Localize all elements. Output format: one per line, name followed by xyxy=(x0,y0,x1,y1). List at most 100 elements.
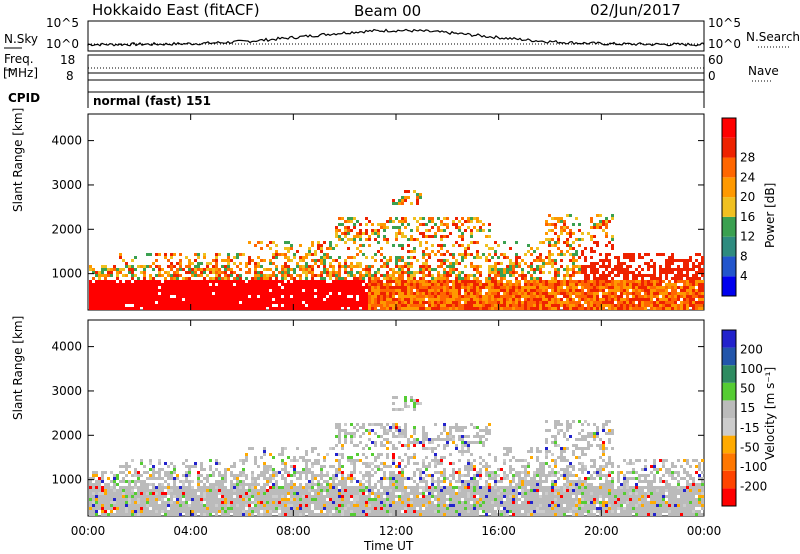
heatmap-cell xyxy=(341,238,344,241)
heatmap-cell xyxy=(338,432,341,435)
heatmap-cell xyxy=(254,289,257,292)
heatmap-cell xyxy=(275,265,278,268)
heatmap-cell xyxy=(275,495,278,498)
heatmap-cell xyxy=(368,432,371,435)
heatmap-cell xyxy=(296,507,299,510)
heatmap-cell xyxy=(578,271,581,274)
heatmap-cell xyxy=(458,229,461,232)
heatmap-cell xyxy=(380,495,383,498)
heatmap-cell xyxy=(491,283,494,286)
heatmap-cell xyxy=(269,468,272,471)
heatmap-cell xyxy=(236,253,239,256)
heatmap-cell xyxy=(593,250,596,253)
heatmap-cell xyxy=(635,280,638,283)
heatmap-cell xyxy=(491,268,494,271)
heatmap-cell xyxy=(425,247,428,250)
heatmap-cell xyxy=(89,483,92,486)
heatmap-cell xyxy=(383,462,386,465)
heatmap-cell xyxy=(173,471,176,474)
heatmap-cell xyxy=(392,435,395,438)
heatmap-cell xyxy=(182,280,185,283)
heatmap-cell xyxy=(200,480,203,483)
heatmap-cell xyxy=(524,253,527,256)
heatmap-cell xyxy=(362,301,365,304)
heatmap-cell xyxy=(425,259,428,262)
heatmap-cell xyxy=(344,259,347,262)
heatmap-cell xyxy=(578,283,581,286)
heatmap-cell xyxy=(689,256,692,259)
heatmap-cell xyxy=(701,292,704,295)
heatmap-cell xyxy=(569,268,572,271)
heatmap-cell xyxy=(164,492,167,495)
heatmap-cell xyxy=(299,244,302,247)
heatmap-cell xyxy=(395,235,398,238)
heatmap-cell xyxy=(437,226,440,229)
heatmap-cell xyxy=(212,265,215,268)
heatmap-cell xyxy=(194,495,197,498)
heatmap-cell xyxy=(107,507,110,510)
heatmap-cell xyxy=(224,504,227,507)
heatmap-cell xyxy=(248,507,251,510)
heatmap-cell xyxy=(356,265,359,268)
heatmap-cell xyxy=(230,480,233,483)
heatmap-cell xyxy=(206,292,209,295)
heatmap-cell xyxy=(239,495,242,498)
heatmap-cell xyxy=(533,292,536,295)
heatmap-cell xyxy=(281,280,284,283)
heatmap-cell xyxy=(209,501,212,504)
heatmap-cell xyxy=(662,295,665,298)
heatmap-cell xyxy=(239,283,242,286)
heatmap-cell xyxy=(233,474,236,477)
heatmap-cell xyxy=(629,304,632,307)
heatmap-cell xyxy=(107,274,110,277)
heatmap-cell xyxy=(659,277,662,280)
heatmap-cell xyxy=(599,274,602,277)
heatmap-cell xyxy=(203,486,206,489)
heatmap-cell xyxy=(152,301,155,304)
heatmap-cell xyxy=(287,510,290,513)
heatmap-cell xyxy=(302,507,305,510)
heatmap-cell xyxy=(629,280,632,283)
heatmap-cell xyxy=(482,295,485,298)
heatmap-cell xyxy=(671,304,674,307)
heatmap-cell xyxy=(221,307,224,310)
heatmap-cell xyxy=(419,289,422,292)
heatmap-cell xyxy=(542,241,545,244)
heatmap-cell xyxy=(542,307,545,310)
heatmap-cell xyxy=(161,492,164,495)
heatmap-cell xyxy=(353,510,356,513)
heatmap-cell xyxy=(359,480,362,483)
heatmap-cell xyxy=(380,295,383,298)
heatmap-cell xyxy=(95,492,98,495)
heatmap-cell xyxy=(500,274,503,277)
heatmap-cell xyxy=(443,223,446,226)
heatmap-cell xyxy=(614,283,617,286)
heatmap-cell xyxy=(569,289,572,292)
heatmap-cell xyxy=(206,477,209,480)
heatmap-cell xyxy=(215,259,218,262)
heatmap-cell xyxy=(530,253,533,256)
heatmap-cell xyxy=(464,220,467,223)
heatmap-cell xyxy=(590,226,593,229)
heatmap-cell xyxy=(539,253,542,256)
heatmap-cell xyxy=(209,513,212,516)
heatmap-cell xyxy=(215,265,218,268)
heatmap-cell xyxy=(188,265,191,268)
heatmap-cell xyxy=(290,247,293,250)
heatmap-cell xyxy=(611,286,614,289)
heatmap-cell xyxy=(437,244,440,247)
heatmap-cell xyxy=(389,471,392,474)
heatmap-cell xyxy=(515,292,518,295)
heatmap-cell xyxy=(101,301,104,304)
heatmap-cell xyxy=(359,504,362,507)
heatmap-cell xyxy=(185,286,188,289)
heatmap-cell xyxy=(110,492,113,495)
heatmap-cell xyxy=(125,501,128,504)
heatmap-cell xyxy=(383,438,386,441)
heatmap-cell xyxy=(578,298,581,301)
heatmap-cell xyxy=(599,226,602,229)
heatmap-cell xyxy=(650,274,653,277)
heatmap-cell xyxy=(386,489,389,492)
heatmap-cell xyxy=(137,280,140,283)
heatmap-cell xyxy=(551,307,554,310)
